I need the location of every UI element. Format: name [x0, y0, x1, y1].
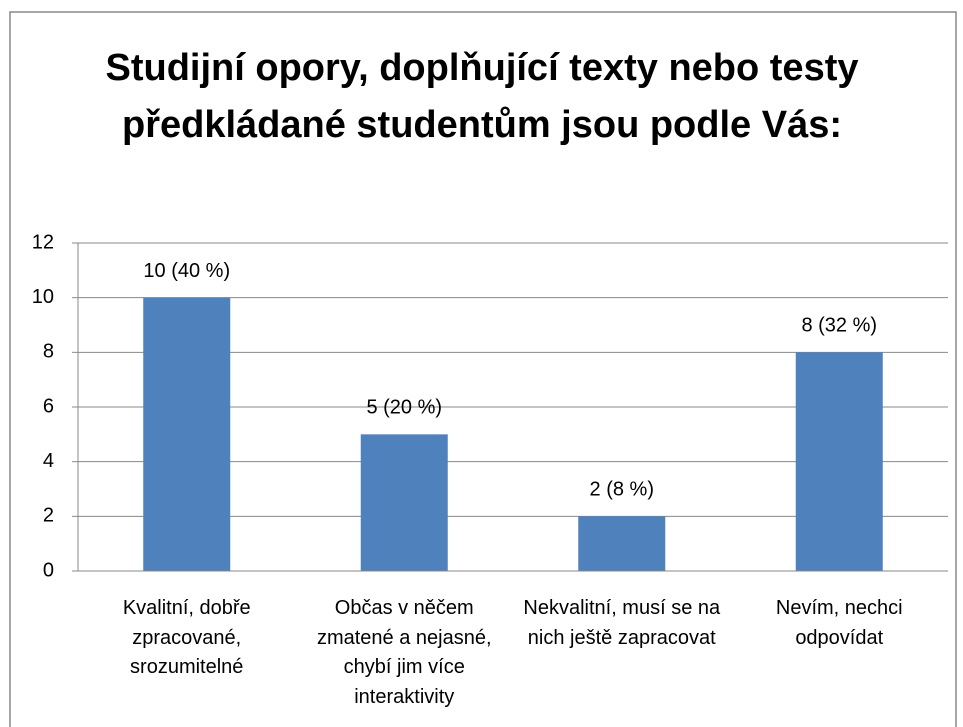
x-tick-label: Občas v něčem zmatené a nejasné, chybí j… [316, 597, 492, 708]
data-label: 10 (40 %) [143, 260, 230, 282]
y-tick-label: 6 [43, 395, 54, 417]
bar [795, 352, 883, 571]
y-tick-label: 4 [43, 450, 54, 472]
data-label: 5 (20 %) [366, 397, 442, 419]
y-tick-label: 2 [43, 505, 54, 527]
y-tick-label: 10 [32, 286, 54, 308]
x-tick-label: Nekvalitní, musí se na nich ještě zaprac… [523, 597, 721, 649]
data-label: 8 (32 %) [801, 315, 877, 337]
bar [578, 516, 666, 571]
x-tick-label: Kvalitní, dobře zpracované, srozumitelné [122, 597, 251, 678]
bar [360, 434, 448, 571]
x-tick-label: Nevím, nechci odpovídat [775, 597, 903, 649]
chart-title: Studijní opory, doplňující texty nebo te… [105, 47, 859, 146]
bar [143, 297, 231, 571]
y-tick-label: 8 [43, 341, 54, 363]
data-label: 2 (8 %) [590, 479, 654, 501]
y-tick-label: 0 [43, 559, 54, 581]
y-tick-label: 12 [32, 231, 54, 253]
